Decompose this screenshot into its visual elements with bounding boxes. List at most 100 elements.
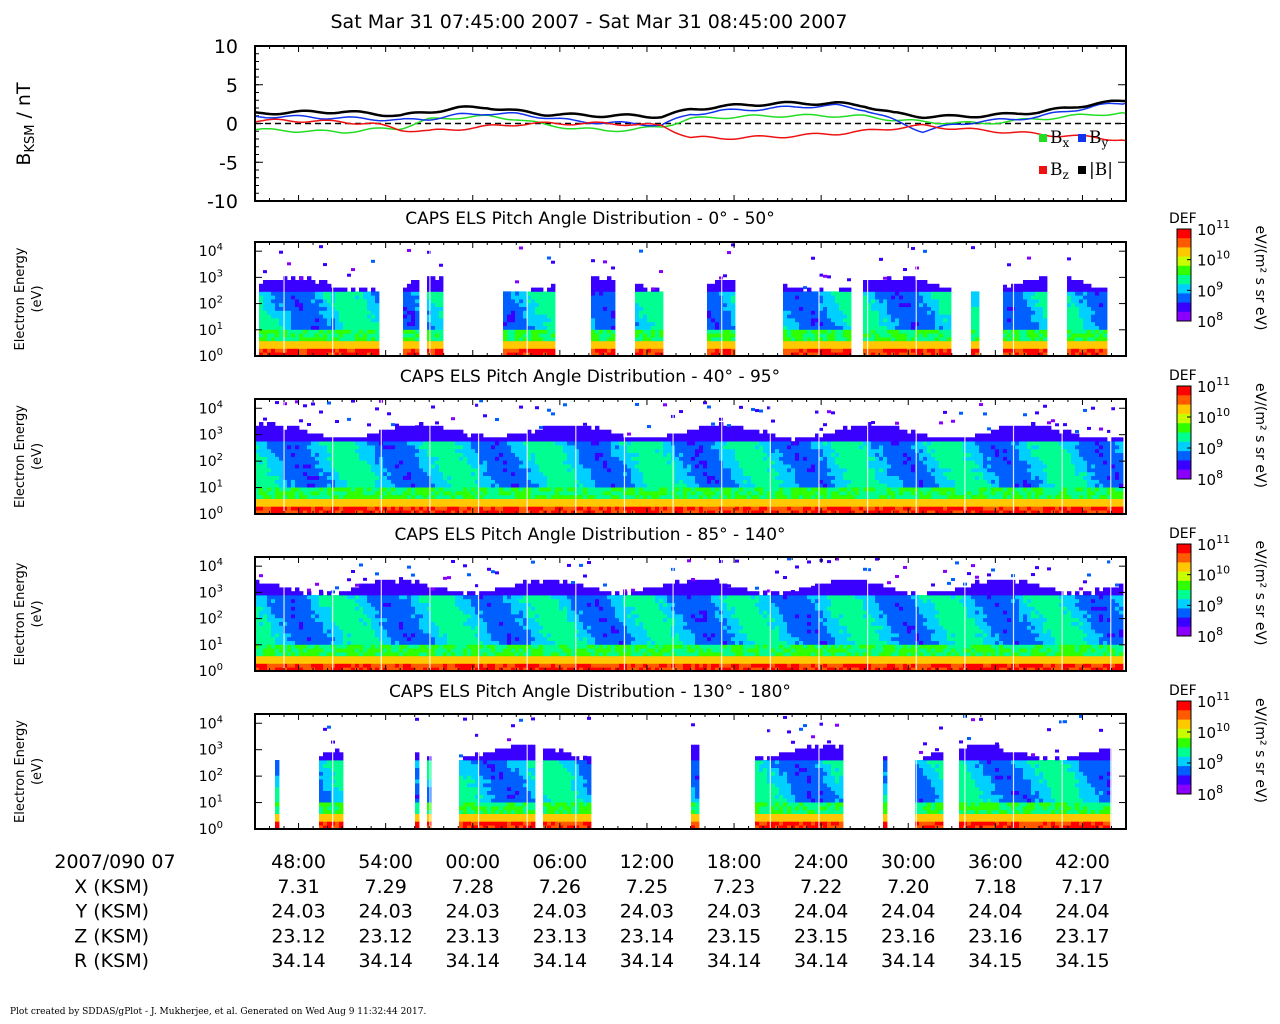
heat-cell xyxy=(423,506,428,511)
heat-cell xyxy=(599,344,604,349)
heat-cell xyxy=(363,510,368,515)
heat-cell xyxy=(551,479,556,484)
heat-cell xyxy=(427,314,432,319)
heat-cell xyxy=(803,340,808,345)
heat-cell xyxy=(367,471,372,476)
heat-cell xyxy=(431,425,436,430)
heat-cell xyxy=(1071,299,1076,304)
heat-cell xyxy=(1067,348,1072,353)
heat-cell xyxy=(543,452,548,457)
heat-cell xyxy=(887,295,892,300)
heat-cell xyxy=(411,310,416,315)
heat-cell xyxy=(259,295,264,300)
heat-cell xyxy=(423,429,428,434)
heat-cell xyxy=(943,299,948,304)
heat-cell xyxy=(311,487,316,492)
heat-cell xyxy=(803,348,808,353)
heat-cell xyxy=(595,276,600,281)
heat-cell xyxy=(411,448,416,453)
heat-cell xyxy=(263,314,268,319)
heat-cell xyxy=(263,456,268,461)
heat-cell xyxy=(575,464,580,469)
heat-cell xyxy=(519,506,524,511)
heat-cell xyxy=(899,287,904,292)
heat-cell xyxy=(307,460,312,465)
legend-main: |B| xyxy=(1089,160,1113,180)
heat-cell xyxy=(547,306,552,311)
heat-cell xyxy=(551,456,556,461)
heat-cell xyxy=(1083,306,1088,311)
legend-swatch-bz xyxy=(1039,166,1047,174)
heat-cell xyxy=(363,502,368,507)
heat-cell xyxy=(799,318,804,323)
heat-cell xyxy=(903,299,908,304)
heat-cell xyxy=(395,464,400,469)
heat-cell xyxy=(731,348,736,353)
heat-cell xyxy=(599,433,604,438)
heat-speckle xyxy=(407,248,411,252)
heat-cell xyxy=(787,348,792,353)
heat-cell xyxy=(831,302,836,307)
heat-cell xyxy=(791,291,796,296)
heat-cell xyxy=(335,464,340,469)
heat-cell xyxy=(463,491,468,496)
heat-cell xyxy=(383,456,388,461)
heat-cell xyxy=(295,283,300,288)
heat-cell xyxy=(567,433,572,438)
heat-cell xyxy=(275,352,280,357)
heat-cell xyxy=(359,321,364,326)
heat-cell xyxy=(971,348,976,353)
heat-cell xyxy=(507,487,512,492)
heat-cell xyxy=(295,475,300,480)
heat-cell xyxy=(347,333,352,338)
heat-cell xyxy=(715,310,720,315)
heat-cell xyxy=(1007,310,1012,315)
heat-cell xyxy=(419,510,424,515)
heat-cell xyxy=(1035,310,1040,315)
heat-cell xyxy=(563,437,568,442)
heat-cell xyxy=(799,302,804,307)
heat-cell xyxy=(271,510,276,515)
heat-cell xyxy=(471,483,476,488)
heat-cell xyxy=(415,306,420,311)
heat-cell xyxy=(519,456,524,461)
heat-cell xyxy=(511,498,516,503)
heat-cell xyxy=(823,310,828,315)
heat-cell xyxy=(259,510,264,515)
heat-cell xyxy=(403,321,408,326)
heat-cell xyxy=(355,448,360,453)
heat-cell xyxy=(475,491,480,496)
heat-cell xyxy=(491,506,496,511)
heat-cell xyxy=(511,456,516,461)
heat-cell xyxy=(507,494,512,499)
heat-cell xyxy=(287,429,292,434)
heat-cell xyxy=(287,280,292,285)
heat-cell xyxy=(579,460,584,465)
heat-cell xyxy=(339,291,344,296)
heat-cell xyxy=(255,433,260,438)
heat-cell xyxy=(1067,318,1072,323)
heat-cell xyxy=(887,337,892,342)
heat-cell xyxy=(431,352,436,357)
heat-cell xyxy=(551,494,556,499)
heat-cell xyxy=(887,344,892,349)
heat-cell xyxy=(1019,291,1024,296)
heat-cell xyxy=(499,445,504,450)
heat-cell xyxy=(923,295,928,300)
heat-cell xyxy=(407,468,412,473)
heat-cell xyxy=(447,487,452,492)
heat-cell xyxy=(271,333,276,338)
heat-cell xyxy=(607,280,612,285)
heat-cell xyxy=(323,452,328,457)
heat-cell xyxy=(1027,329,1032,334)
heat-cell xyxy=(575,429,580,434)
heat-cell xyxy=(371,502,376,507)
colorbar-segment xyxy=(1177,302,1191,305)
heat-cell xyxy=(1023,287,1028,292)
heat-cell xyxy=(475,502,480,507)
heat-cell xyxy=(403,344,408,349)
heat-cell xyxy=(571,464,576,469)
heat-cell xyxy=(315,352,320,357)
heat-cell xyxy=(339,464,344,469)
heat-cell xyxy=(451,452,456,457)
